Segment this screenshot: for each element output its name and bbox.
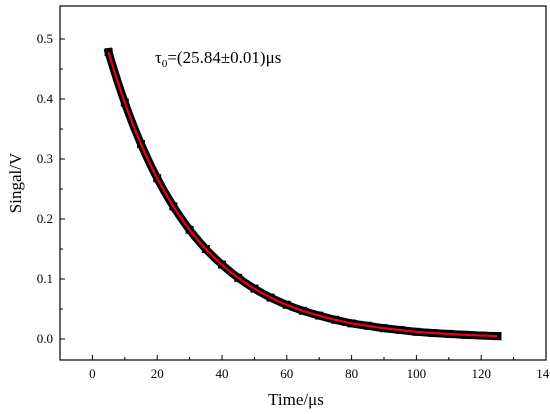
x-tick-label: 100 [407,366,427,381]
x-tick-label: 20 [151,366,164,381]
x-tick-label: 0 [89,366,96,381]
x-tick-label: 140 [536,366,550,381]
y-tick-label: 0.5 [37,31,53,46]
y-tick-label: 0.3 [37,151,53,166]
y-tick-label: 0.1 [37,271,53,286]
y-axis: 0.0 0.1 0.2 0.3 0.4 0.5 [37,31,65,346]
annotation-subscript: 0 [162,58,168,70]
annotation-label: τ0=(25.84±0.01)μs [155,48,281,70]
annotation-symbol: τ [155,48,162,67]
x-tick-label: 60 [280,366,293,381]
annotation-text: =(25.84±0.01)μs [167,48,281,67]
y-axis-title: Singal/V [6,152,25,213]
plot-frame [59,5,547,361]
x-tick-label: 40 [216,366,229,381]
x-tick-label: 120 [471,366,491,381]
fit-layer [107,51,498,338]
data-layer [103,47,502,341]
x-axis-title: Time/μs [268,390,324,409]
y-tick-label: 0.0 [37,331,53,346]
fit-line [107,51,498,338]
x-tick-label: 80 [345,366,358,381]
x-axis: 0 20 40 60 80 100 120 140 [89,355,550,381]
y-tick-label: 0.2 [37,211,53,226]
y-tick-label: 0.4 [37,91,54,106]
